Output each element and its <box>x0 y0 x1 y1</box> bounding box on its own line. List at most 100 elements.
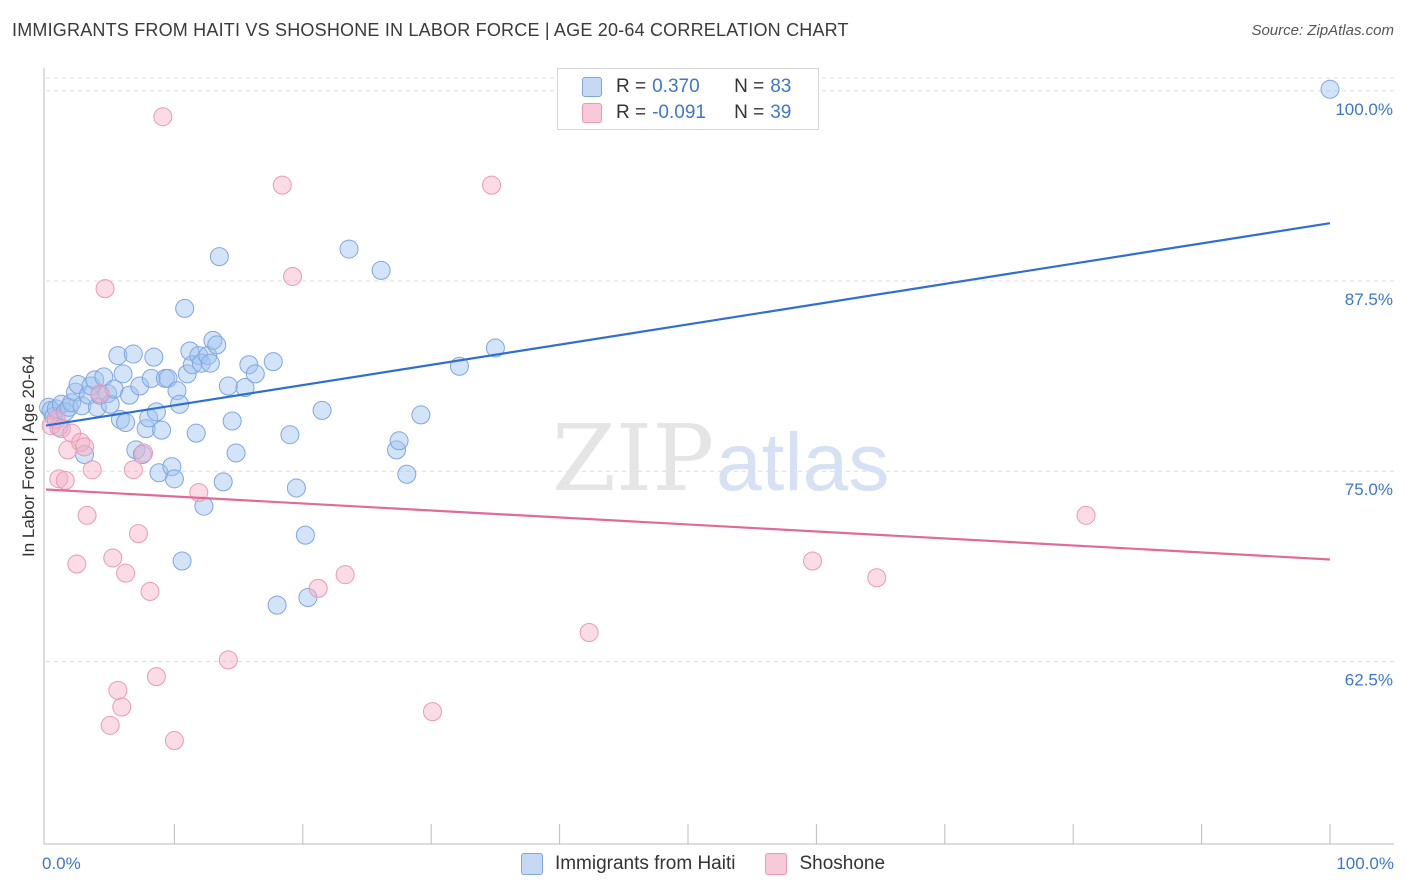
legend-label-shoshone: Shoshone <box>799 853 886 874</box>
y-tick-label: 100.0% <box>1335 100 1393 119</box>
haiti-legend-swatch <box>520 853 543 875</box>
legend-label-haiti: Immigrants from Haiti <box>554 853 736 874</box>
data-point <box>482 175 502 195</box>
data-point <box>267 595 287 615</box>
n-value: 83 <box>770 76 792 97</box>
data-point <box>141 368 161 388</box>
data-point <box>485 338 505 358</box>
data-point <box>172 551 192 571</box>
data-point <box>130 376 150 396</box>
watermark: ZIP atlas <box>552 405 889 512</box>
data-point <box>200 353 220 373</box>
data-point <box>116 413 136 433</box>
data-point <box>286 478 306 498</box>
data-point <box>295 525 315 545</box>
data-point <box>1076 505 1096 525</box>
source-label: Source: ZipAtlas.com <box>1251 22 1394 39</box>
data-point <box>283 266 303 286</box>
y-axis-label: In Labor Force | Age 20-64 <box>19 355 38 557</box>
data-point <box>90 384 110 404</box>
data-point <box>72 396 92 416</box>
n-label: N = <box>734 76 765 97</box>
data-point <box>146 667 166 687</box>
data-point <box>339 239 359 259</box>
haiti-swatch <box>582 77 602 97</box>
legend-item-haiti[interactable]: Immigrants from Haiti <box>520 853 736 875</box>
data-point <box>422 702 442 722</box>
data-point <box>218 650 238 670</box>
data-point <box>82 460 102 480</box>
data-point <box>132 444 152 464</box>
data-point <box>207 335 227 355</box>
data-point <box>209 247 229 267</box>
data-point <box>152 420 172 440</box>
watermark-zip: ZIP <box>552 405 714 512</box>
data-point <box>272 175 292 195</box>
data-point <box>397 464 417 484</box>
stats-row-haiti: R = 0.370 N = 83 <box>582 75 791 99</box>
data-point <box>371 260 391 280</box>
data-point <box>77 505 97 525</box>
data-point <box>245 364 265 384</box>
y-tick-label: 75.0% <box>1345 480 1393 499</box>
data-point <box>100 394 120 414</box>
data-point <box>144 347 164 367</box>
data-point <box>235 378 255 398</box>
n-value: 39 <box>770 102 792 123</box>
data-point <box>100 715 120 735</box>
y-tick-labels: 62.5% 75.0% 87.5% 100.0% <box>1335 100 1393 690</box>
legend-item-shoshone[interactable]: Shoshone <box>765 853 885 875</box>
data-point <box>108 680 128 700</box>
data-point <box>134 443 154 463</box>
data-point <box>162 457 182 477</box>
r-value: 0.370 <box>652 76 700 97</box>
r-label: R = <box>616 102 647 123</box>
data-point <box>335 565 355 585</box>
data-point <box>116 563 136 583</box>
data-point <box>803 551 823 571</box>
data-point <box>140 581 160 601</box>
data-point <box>164 469 184 489</box>
trend-line-shoshone <box>45 488 1331 561</box>
data-point <box>1320 79 1340 99</box>
watermark-atlas: atlas <box>716 417 889 508</box>
data-point <box>55 470 75 490</box>
data-point <box>128 524 148 544</box>
x-tick-labels: 0.0% 100.0% <box>42 854 1394 873</box>
data-point <box>175 298 195 318</box>
data-point <box>153 107 173 127</box>
x-tick-label-min: 0.0% <box>42 854 81 873</box>
n-label: N = <box>734 102 765 123</box>
data-point <box>213 472 233 492</box>
x-ticks <box>173 824 1331 844</box>
data-point <box>95 279 115 299</box>
chart-title: IMMIGRANTS FROM HAITI VS SHOSHONE IN LAB… <box>12 20 849 40</box>
shoshone-swatch <box>582 103 602 123</box>
data-point <box>226 443 246 463</box>
series-legend: Immigrants from Haiti Shoshone <box>0 853 1406 875</box>
data-point <box>49 469 69 489</box>
data-point <box>123 460 143 480</box>
data-point <box>112 697 132 717</box>
data-point <box>75 437 95 457</box>
shoshone-legend-swatch <box>765 853 788 875</box>
series-haiti <box>39 79 1340 615</box>
data-point <box>108 346 128 366</box>
data-point <box>411 405 431 425</box>
stats-legend: R = 0.370 N = 83 R = -0.091 N = 39 <box>557 68 819 130</box>
data-point <box>123 344 143 364</box>
data-point <box>103 548 123 568</box>
y-tick-label: 62.5% <box>1345 670 1393 689</box>
data-point <box>146 402 166 422</box>
y-tick-label: 87.5% <box>1345 290 1393 309</box>
data-point <box>280 425 300 445</box>
data-point <box>218 376 238 396</box>
trend-line-haiti <box>45 222 1331 427</box>
r-label: R = <box>616 76 647 97</box>
stats-row-shoshone: R = -0.091 N = 39 <box>582 101 791 125</box>
x-tick-label-max: 100.0% <box>1336 854 1394 873</box>
axes <box>43 68 1394 845</box>
data-point <box>389 431 409 451</box>
data-point <box>164 731 184 751</box>
